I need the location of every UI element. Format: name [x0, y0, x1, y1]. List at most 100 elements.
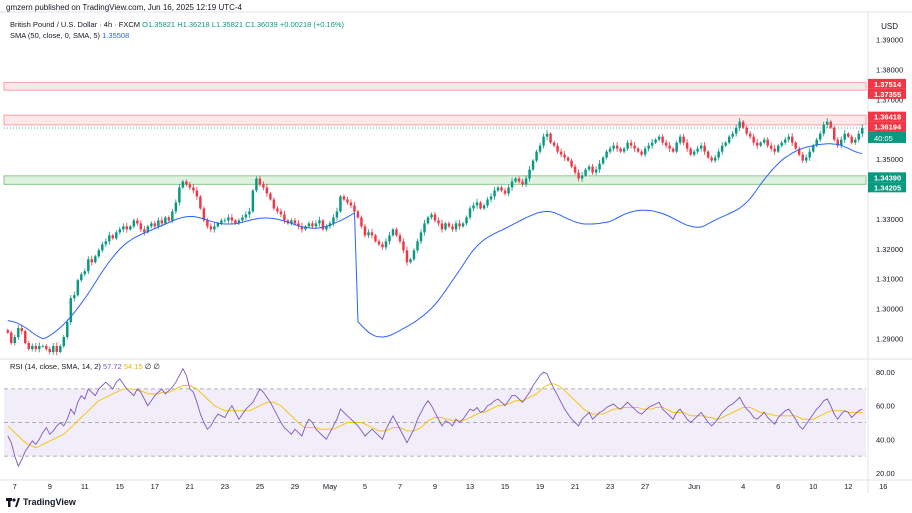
candle-body	[108, 235, 111, 242]
rsi-tick-label: 40.00	[876, 435, 895, 444]
price-label-box	[868, 121, 906, 132]
candle-body	[776, 145, 780, 152]
candle-body	[696, 148, 699, 152]
candle-body	[598, 163, 601, 170]
candle-body	[181, 181, 185, 188]
candle-body	[262, 184, 265, 188]
symbol-title[interactable]: British Pound / U.S. Dollar · 4h · FXCM	[10, 20, 141, 29]
candle-body	[122, 226, 125, 230]
candle-body	[769, 145, 773, 149]
candle-body	[843, 133, 846, 140]
price-tick-label: 1.32000	[876, 245, 903, 254]
candle-body	[10, 332, 13, 344]
currency-label[interactable]: USD	[881, 22, 898, 31]
candle-body	[584, 169, 587, 176]
candle-body	[640, 151, 643, 155]
time-tick-label: 29	[291, 482, 299, 491]
candle-body	[353, 205, 356, 212]
candle-body	[689, 148, 692, 155]
candle-body	[752, 136, 755, 143]
candle-body	[171, 211, 174, 221]
rsi-label[interactable]: RSI (14, close, SMA, 14, 2)	[10, 362, 101, 371]
candle-body	[185, 181, 188, 185]
candle-body	[615, 145, 619, 149]
time-tick-label: 16	[879, 482, 887, 491]
price-tick-label: 1.38000	[876, 65, 903, 74]
ohlc-open: O1.35821	[142, 20, 176, 29]
candle-body	[381, 244, 384, 248]
candle-body	[395, 229, 398, 236]
candle-body	[283, 214, 286, 221]
candle-body	[815, 139, 818, 146]
price-label-box	[868, 78, 906, 89]
candle-body	[678, 136, 682, 143]
candle-body	[657, 136, 661, 140]
candle-body	[833, 127, 836, 140]
candle-body	[836, 139, 839, 146]
rsi-ma-line	[7, 383, 863, 449]
candle-body	[45, 346, 48, 350]
candle-body	[304, 226, 307, 230]
candle-body	[409, 259, 412, 263]
candle-body	[794, 142, 797, 149]
candle-body	[703, 145, 706, 152]
candle-body	[153, 223, 157, 227]
candle-body	[195, 190, 199, 197]
candle-body	[724, 142, 727, 146]
candle-body	[391, 229, 395, 236]
candle-body	[174, 202, 178, 212]
time-tick-label: 10	[809, 482, 817, 491]
candle-body	[265, 187, 269, 194]
price-tick-label: 1.37000	[876, 95, 903, 104]
time-tick-label: 15	[116, 482, 124, 491]
time-tick-label: 9	[48, 482, 52, 491]
candle-body	[773, 148, 776, 152]
candle-body	[293, 220, 297, 224]
candle-body	[251, 190, 255, 212]
sma50-line	[7, 143, 863, 340]
candle-body	[59, 346, 62, 353]
candle-body	[27, 343, 30, 350]
rsi-tick-label: 20.00	[876, 469, 895, 478]
candle-body	[335, 211, 339, 218]
candle-body	[332, 217, 335, 224]
candle-body	[150, 223, 153, 227]
candle-body	[601, 157, 605, 164]
candle-body	[132, 220, 136, 227]
sma-label[interactable]: SMA (50, close, 0, SMA, 5)	[10, 31, 101, 40]
candle-body	[129, 226, 132, 230]
candle-body	[762, 139, 766, 143]
candle-body	[213, 226, 216, 230]
candle-body	[475, 202, 479, 206]
candle-body	[272, 199, 276, 209]
candle-body	[692, 151, 696, 155]
candle-body	[496, 187, 500, 191]
candle-body	[734, 127, 738, 134]
candle-body	[76, 280, 80, 296]
candle-body	[517, 178, 521, 182]
candle-body	[146, 226, 150, 233]
candle-body	[255, 178, 258, 191]
candle-body	[192, 187, 195, 191]
candle-body	[787, 136, 790, 140]
candle-body	[139, 223, 143, 230]
candle-body	[619, 148, 622, 152]
candle-body	[188, 184, 192, 188]
candle-body	[377, 241, 381, 245]
footer-brand[interactable]: TradingView	[6, 497, 76, 507]
candle-body	[622, 148, 626, 152]
candle-body	[202, 208, 206, 221]
candle-body	[780, 142, 783, 146]
price-label-text: 1.37514	[874, 80, 902, 89]
candle-body	[115, 232, 118, 239]
candle-body	[486, 199, 489, 206]
rsi-tick-label: 80.00	[876, 368, 895, 377]
candle-body	[801, 154, 804, 161]
candle-body	[276, 208, 279, 212]
candle-body	[279, 211, 283, 215]
countdown-text: 40:05	[874, 134, 893, 143]
resistance-zone	[3, 81, 867, 91]
candle-body	[822, 124, 825, 134]
candle-body	[437, 220, 440, 224]
